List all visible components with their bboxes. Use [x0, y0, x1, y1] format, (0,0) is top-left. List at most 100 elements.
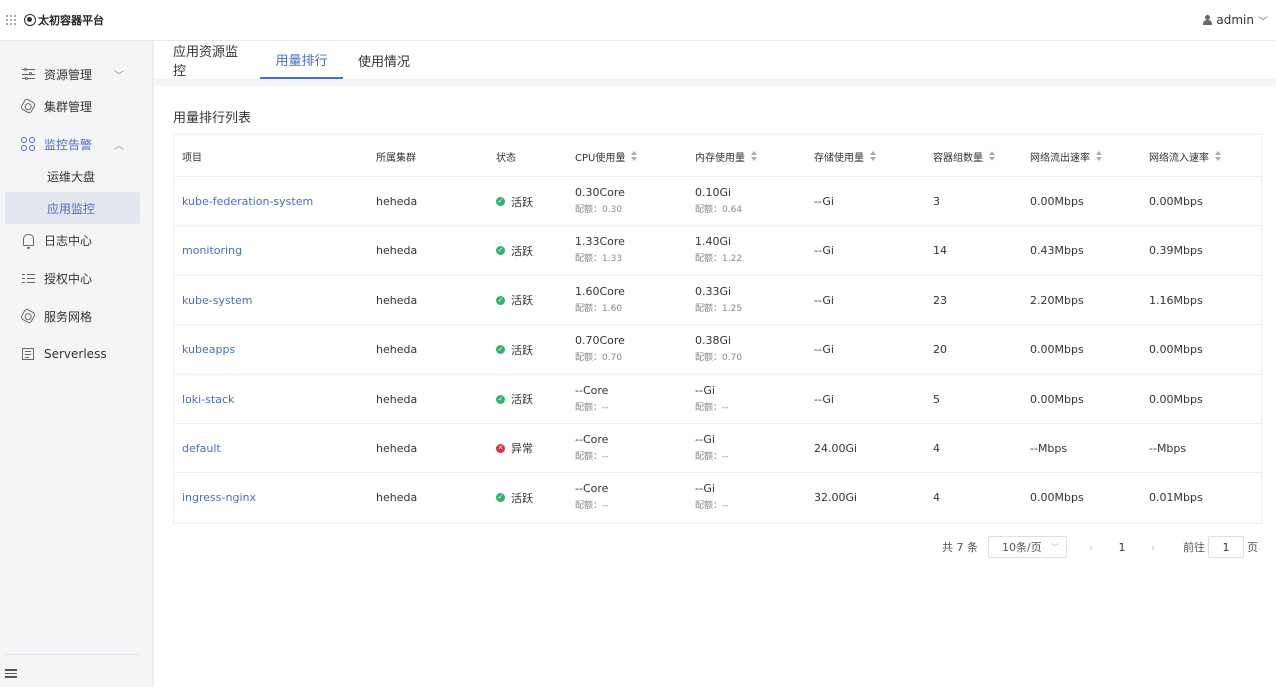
cell-cpu: 0.70Core 配额：0.70 — [575, 325, 625, 374]
storage-usage: 32.00Gi — [814, 491, 858, 505]
cell-storage: --Gi — [814, 325, 834, 374]
net-in-rate: 0.00Mbps — [1149, 392, 1203, 406]
cell-net-out: 0.00Mbps — [1030, 375, 1084, 424]
sidebar-subitem-ops-dashboard[interactable]: 运维大盘 — [5, 160, 140, 192]
project-link[interactable]: kube-federation-system — [182, 195, 314, 208]
check-circle-icon: ✓ — [496, 197, 505, 206]
project-link[interactable]: monitoring — [182, 244, 243, 258]
sidebar-item-authorization-center[interactable]: 授权中心 — [0, 262, 153, 294]
cell-status: ✓ 活跃 — [496, 375, 533, 424]
goto-page-input[interactable] — [1208, 536, 1244, 558]
cell-cpu: --Core 配额：-- — [575, 473, 609, 522]
project-link[interactable]: ingress-nginx — [182, 491, 256, 505]
sidebar-subitem-app-monitoring[interactable]: 应用监控 — [5, 192, 140, 224]
current-page-number[interactable]: 1 — [1118, 540, 1126, 554]
cluster-name: heheda — [376, 441, 418, 455]
collapse-sidebar-icon[interactable] — [5, 669, 17, 679]
sort-icon[interactable] — [1096, 151, 1103, 161]
sidebar-item-service-mesh[interactable]: 服务网格 — [0, 300, 153, 332]
pagination-total: 共 7 条 — [942, 541, 978, 554]
cell-cpu: 0.30Core 配额：0.30 — [575, 177, 625, 226]
sidebar-item-monitoring-alerts[interactable]: 监控告警 ︿ — [0, 128, 153, 160]
status-text: 活跃 — [511, 491, 533, 505]
column-header-net-out[interactable]: 网络流出速率 — [1030, 135, 1103, 177]
cell-pods: 20 — [933, 325, 947, 374]
cell-storage: --Gi — [814, 177, 834, 226]
cell-pods: 5 — [933, 375, 940, 424]
sort-icon[interactable] — [751, 151, 758, 161]
storage-usage: 24.00Gi — [814, 441, 858, 455]
cell-pods: 4 — [933, 473, 940, 522]
sort-icon[interactable] — [870, 151, 877, 161]
cell-status: ✓ 活跃 — [496, 276, 533, 325]
chevron-down-icon: ﹀ — [1258, 16, 1268, 28]
check-circle-icon: ✓ — [496, 394, 505, 404]
memory-usage: 0.10Gi — [695, 186, 732, 199]
sidebar-item-cluster-management[interactable]: 集群管理 — [0, 90, 153, 122]
apps-grid-icon[interactable] — [6, 15, 16, 25]
cell-cpu: 1.60Core 配额：1.60 — [575, 276, 625, 325]
net-out-rate: 0.00Mbps — [1030, 491, 1084, 505]
memory-quota: 配额：-- — [695, 501, 729, 512]
sort-icon[interactable] — [989, 151, 996, 161]
sidebar: 资源管理 ﹀ 集群管理 监控告警 ︿ 运维大盘 应用监控 日志中心 授权中心 服… — [0, 41, 153, 687]
net-out-rate: 0.00Mbps — [1030, 392, 1084, 406]
column-header-net-in[interactable]: 网络流入速率 — [1149, 135, 1222, 177]
tab-usage-ranking[interactable]: 用量排行 — [260, 41, 343, 79]
cpu-usage: 0.70Core — [575, 334, 625, 348]
tab-usage-status[interactable]: 使用情况 — [357, 54, 410, 70]
sidebar-item-log-center[interactable]: 日志中心 — [0, 224, 153, 256]
pod-count: 5 — [933, 392, 940, 406]
cell-project: monitoring — [182, 226, 242, 275]
sidebar-item-label: 集群管理 — [44, 99, 93, 114]
cpu-quota: 配额：-- — [575, 501, 609, 512]
cell-cluster: heheda — [376, 177, 417, 226]
sidebar-item-serverless[interactable]: Serverless — [0, 338, 153, 370]
project-link[interactable]: kube-system — [182, 293, 253, 307]
cpu-quota: 配额：0.70 — [575, 353, 623, 364]
status-text: 活跃 — [511, 393, 533, 407]
net-in-rate: 0.01Mbps — [1149, 491, 1203, 505]
tab-app-resource-monitoring[interactable]: 应用资源监控 — [173, 45, 239, 79]
cell-cpu: 1.33Core 配额：1.33 — [575, 226, 625, 275]
sort-icon[interactable] — [631, 151, 638, 161]
project-link[interactable]: kubeapps — [182, 343, 236, 357]
column-header-storage[interactable]: 存储使用量 — [814, 135, 877, 177]
sort-icon[interactable] — [1215, 151, 1222, 161]
project-link[interactable]: default — [182, 441, 221, 455]
status-text: 活跃 — [511, 343, 533, 357]
cell-memory: --Gi 配额：-- — [695, 424, 729, 473]
column-header-memory[interactable]: 内存使用量 — [695, 135, 758, 177]
pod-count: 4 — [933, 441, 940, 455]
project-link[interactable]: loki-stack — [182, 392, 235, 406]
table-header: 项目 所属集群 状态 CPU使用量 内存使用量 存储使用量 容器组数量 网络流出… — [174, 135, 1261, 177]
cluster-name: heheda — [376, 195, 418, 208]
status-text: 活跃 — [511, 195, 533, 209]
user-icon — [1203, 15, 1213, 25]
section-title: 用量排行列表 — [173, 111, 252, 126]
table-row: kubeapps heheda ✓ 活跃 0.70Core 配额：0.70 0.38Gi 配额… — [174, 325, 1261, 375]
table-row: monitoring heheda ✓ 活跃 1.33Core 配额：1.33 1.40Gi… — [174, 226, 1261, 276]
cell-status: ✓ 活跃 — [496, 473, 533, 522]
sidebar-item-resource-management[interactable]: 资源管理 ﹀ — [0, 58, 153, 90]
net-in-rate: 1.16Mbps — [1149, 293, 1203, 307]
column-header-cpu[interactable]: CPU使用量 — [575, 135, 638, 177]
user-menu[interactable]: admin ﹀ — [1203, 0, 1268, 40]
memory-usage: --Gi — [695, 383, 715, 397]
page-size-select[interactable]: 10条/页 ﹀ — [988, 536, 1067, 558]
page-size-value: 10条/页 — [1002, 541, 1042, 554]
cell-pods: 14 — [933, 226, 947, 275]
cluster-name: heheda — [376, 244, 418, 258]
column-header-pods[interactable]: 容器组数量 — [933, 135, 996, 177]
check-circle-icon: ✓ — [496, 246, 505, 256]
sidebar-item-label: Serverless — [44, 347, 107, 361]
tabs-divider — [154, 79, 1276, 86]
cell-storage: --Gi — [814, 226, 834, 275]
doc-icon — [21, 347, 35, 361]
sidebar-item-label: 资源管理 — [44, 67, 93, 82]
cell-storage: --Gi — [814, 276, 834, 325]
prev-page-button[interactable]: ‹ — [1088, 540, 1094, 554]
cpu-usage: 1.33Core — [575, 235, 625, 249]
cell-pods: 3 — [933, 177, 940, 226]
next-page-button[interactable]: › — [1150, 540, 1156, 554]
